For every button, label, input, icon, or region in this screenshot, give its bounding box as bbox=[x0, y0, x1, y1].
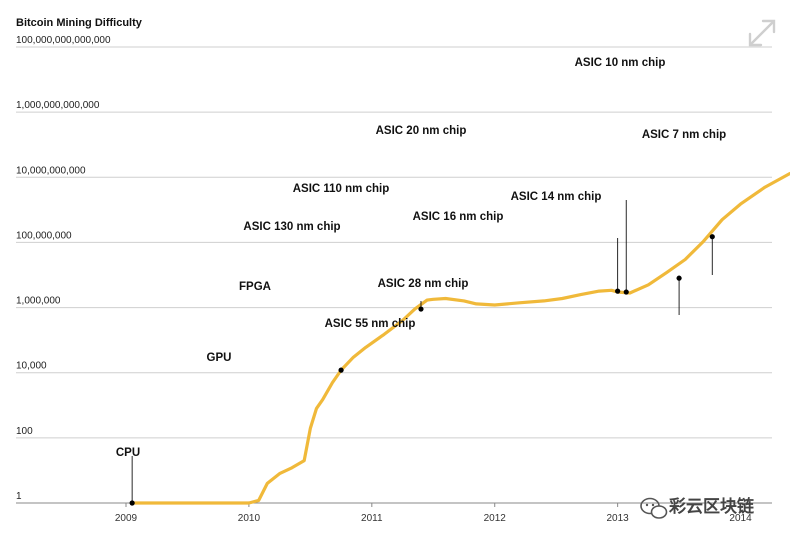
annotation-point bbox=[623, 289, 629, 295]
y-tick-label: 1,000,000,000,000 bbox=[16, 100, 100, 111]
annotation-label: ASIC 20 nm chip bbox=[376, 125, 467, 137]
annotation-label: ASIC 14 nm chip bbox=[511, 191, 602, 203]
annotation-label: ASIC 7 nm chip bbox=[642, 129, 726, 141]
x-tick-label: 2009 bbox=[115, 513, 138, 524]
expand-arrows-icon[interactable] bbox=[748, 19, 776, 47]
annotation-label: FPGA bbox=[239, 281, 271, 293]
x-tick-label: 2011 bbox=[361, 513, 383, 524]
annotation-label: ASIC 10 nm chip bbox=[575, 57, 666, 69]
x-tick-label: 2010 bbox=[238, 513, 261, 524]
x-axis: 2009201020112012201320142015201620172018… bbox=[115, 503, 752, 524]
series-layer bbox=[130, 171, 790, 505]
y-tick-label: 1 bbox=[16, 491, 22, 502]
y-tick-label: 10,000,000,000 bbox=[16, 165, 86, 176]
annotation-point bbox=[418, 306, 424, 312]
annotation-label: ASIC 130 nm chip bbox=[243, 221, 340, 233]
annotation-point bbox=[338, 367, 344, 373]
y-tick-label: 1,000,000 bbox=[16, 296, 61, 307]
y-tick-label: 100,000,000 bbox=[16, 230, 72, 241]
wechat-logo-icon bbox=[640, 497, 668, 519]
annotation-label: CPU bbox=[116, 447, 140, 459]
annotations-layer: CPU GPU FPGA ASIC 130 nm chip ASIC 110 nm ch… bbox=[116, 57, 726, 506]
y-tick-label: 100 bbox=[16, 426, 33, 437]
y-tick-label: 100,000,000,000,000 bbox=[16, 35, 111, 46]
x-tick-label: 2013 bbox=[607, 513, 630, 524]
annotation-point bbox=[615, 288, 621, 294]
x-tick-label: 2012 bbox=[484, 513, 507, 524]
watermark-text: 彩云区块链 bbox=[668, 496, 755, 517]
x-tick-label: 2014 bbox=[729, 513, 752, 524]
annotation-point bbox=[129, 500, 135, 506]
annotation-point bbox=[676, 275, 682, 281]
y-axis: 1 100 10,000 1,000,000 100,000,000 10,000,000… bbox=[16, 35, 111, 502]
annotation-point bbox=[709, 234, 715, 240]
annotation-label: GPU bbox=[207, 352, 232, 364]
chart-title: Bitcoin Mining Difficulty bbox=[16, 17, 143, 29]
difficulty-series-line bbox=[130, 171, 790, 505]
watermark: 彩云区块链 bbox=[640, 496, 755, 519]
y-gridlines bbox=[16, 46, 772, 504]
annotation-label: ASIC 55 nm chip bbox=[325, 318, 416, 330]
y-tick-label: 10,000 bbox=[16, 361, 47, 372]
annotation-label: ASIC 28 nm chip bbox=[378, 278, 469, 290]
annotation-label: ASIC 16 nm chip bbox=[413, 211, 504, 223]
annotation-label: ASIC 110 nm chip bbox=[293, 183, 390, 195]
